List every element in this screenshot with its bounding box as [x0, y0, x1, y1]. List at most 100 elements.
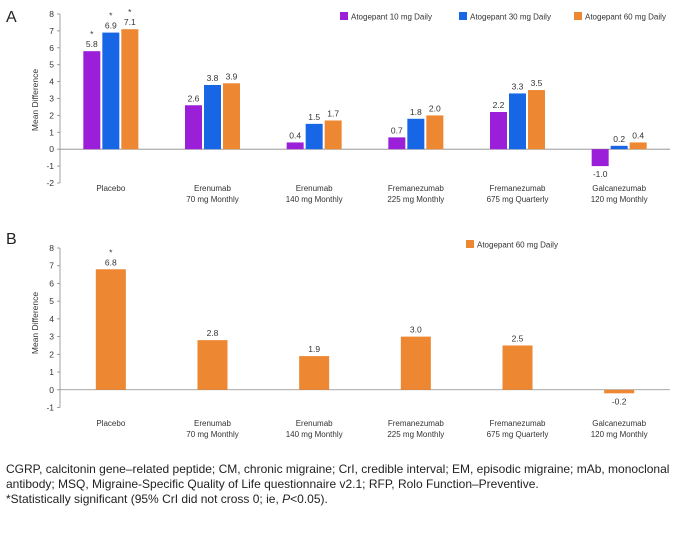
panel-b-y-tick-label: 0: [49, 385, 54, 395]
panel-a-bar: [305, 123, 323, 150]
panel-a-data-label: 3.9: [226, 71, 238, 81]
panel-a-data-label: 2.0: [429, 103, 441, 113]
panel-a-data-label: 0.4: [632, 130, 644, 140]
panel-b-bar: [400, 336, 431, 390]
panel-a-category-label: Fremanezumab: [388, 184, 445, 193]
panel-a-data-label: 2.2: [493, 100, 505, 110]
panel-b-y-tick-label: 1: [49, 367, 54, 377]
significance-note: *Statistically significant (95% CrI did …: [6, 492, 328, 506]
panel-a-y-tick-label: 1: [49, 127, 54, 137]
panel-a-bar: [610, 145, 628, 150]
panel-b-category-label: Placebo: [96, 419, 125, 428]
panel-b-data-label: 2.8: [207, 328, 219, 338]
panel-b-category-label: 225 mg Monthly: [387, 430, 444, 439]
panel-b-data-label: 1.9: [308, 344, 320, 354]
panel-a-y-tick-label: 5: [49, 60, 54, 70]
panel-a-category-label: 675 mg Quarterly: [487, 195, 549, 204]
panel-a-category-label: Placebo: [96, 184, 125, 193]
panel-a-significance-marker: *: [90, 29, 94, 39]
panel-b-category-label: Galcanezumab: [592, 419, 646, 428]
panel-a-category-label: Galcanezumab: [592, 184, 646, 193]
panel-a-bar: [324, 120, 342, 150]
panel-a-bar: [407, 118, 425, 150]
legend-label-30mg: Atogepant 30 mg Daily: [470, 13, 551, 22]
panel-a-data-label: 0.2: [613, 134, 625, 144]
panel-a-significance-marker: *: [128, 7, 132, 17]
panel-b-data-label: 6.8: [105, 257, 117, 267]
panel-b-data-label: -0.2: [612, 396, 627, 406]
panel-b-y-tick-label: -1: [46, 403, 54, 413]
panel-a-bar: [204, 84, 221, 150]
panel-a-bar: [223, 83, 240, 150]
panel-b-bar: [197, 340, 228, 390]
panel-b-y-tick-label: 4: [49, 314, 54, 324]
panel-a-bar: [102, 32, 120, 150]
panel-a-bar: [528, 90, 545, 150]
panel-a-data-label: 0.4: [289, 130, 301, 140]
legend-label-60mg-b: Atogepant 60 mg Daily: [477, 241, 558, 250]
panel-a-y-tick-label: 8: [49, 9, 54, 19]
panel-a-data-label: 1.8: [410, 107, 422, 117]
panel-a-bar: [490, 112, 507, 150]
panel-a-y-tick-label: 4: [49, 77, 54, 87]
legend-swatch-10mg: [340, 12, 348, 20]
panel-a-bar: [286, 142, 304, 150]
legend-swatch-60mg-b: [466, 240, 474, 248]
panel-a-data-label: 3.8: [207, 73, 219, 83]
panel-a-bar: [121, 29, 139, 150]
panel-a-chart: A Mean Difference Atogepant 10 mg Daily …: [6, 7, 670, 204]
panel-a-legend: Atogepant 10 mg Daily Atogepant 30 mg Da…: [340, 12, 666, 22]
panel-a-data-label: 1.7: [327, 108, 339, 118]
panel-b-bar: [502, 345, 533, 390]
panel-b-y-tick-label: 5: [49, 296, 54, 306]
panel-a-data-label: 2.6: [188, 93, 200, 103]
panel-a-category-label: Erenumab: [296, 184, 333, 193]
panel-a-data-label: 7.1: [124, 17, 136, 27]
panel-a-category-label: 70 mg Monthly: [186, 195, 238, 204]
panel-a-data-label: 1.5: [308, 112, 320, 122]
panel-b-category-label: Fremanezumab: [489, 419, 546, 428]
panel-b-legend: Atogepant 60 mg Daily: [466, 240, 558, 250]
panel-b-y-tick-label: 8: [49, 243, 54, 253]
panel-a-data-label: 6.9: [105, 21, 117, 31]
panel-b-y-tick-label: 3: [49, 332, 54, 342]
panel-b-data-label: 2.5: [512, 333, 524, 343]
abbreviations-note: CGRP, calcitonin gene–related peptide; C…: [6, 462, 670, 491]
panel-a-y-tick-label: 7: [49, 26, 54, 36]
panel-b-data-label: 3.0: [410, 325, 422, 335]
panel-a-y-tick-label: 3: [49, 94, 54, 104]
panel-a-data-label: 5.8: [86, 39, 98, 49]
panel-b-category-label: 140 mg Monthly: [286, 430, 343, 439]
panel-a-data-label: 0.7: [391, 125, 403, 135]
panel-a-category-label: 225 mg Monthly: [387, 195, 444, 204]
panel-b-y-axis-label: Mean Difference: [30, 292, 40, 354]
panel-a-y-tick-label: -2: [46, 178, 54, 188]
panel-b-y-tick-label: 2: [49, 349, 54, 359]
panel-b-category-label: 70 mg Monthly: [186, 430, 238, 439]
panel-b-category-label: Fremanezumab: [388, 419, 445, 428]
panel-b-bar: [299, 356, 330, 390]
legend-swatch-60mg: [574, 12, 582, 20]
panel-a-y-tick-label: 6: [49, 43, 54, 53]
panel-a-bar: [388, 137, 406, 150]
panel-a-significance-marker: *: [109, 11, 113, 21]
panel-b-category-label: Erenumab: [194, 419, 231, 428]
panel-a-data-label: 3.3: [512, 81, 524, 91]
panel-b-y-tick-label: 7: [49, 261, 54, 271]
panel-a-y-tick-label: 0: [49, 144, 54, 154]
panel-b-category-label: 120 mg Monthly: [591, 430, 648, 439]
panel-b-bar: [95, 269, 126, 390]
panel-a-bar: [83, 51, 101, 150]
panel-a-data-label: -1.0: [593, 169, 608, 179]
legend-label-60mg: Atogepant 60 mg Daily: [585, 13, 666, 22]
legend-swatch-30mg: [459, 12, 467, 20]
panel-a-y-axis-label: Mean Difference: [30, 69, 40, 131]
panel-a-y-tick-label: -1: [46, 161, 54, 171]
panel-b-chart: B Mean Difference Atogepant 60 mg Daily …: [6, 231, 670, 439]
footnote: CGRP, calcitonin gene–related peptide; C…: [6, 462, 678, 507]
legend-label-10mg: Atogepant 10 mg Daily: [351, 13, 432, 22]
panel-b-letter: B: [6, 231, 17, 248]
panel-a-bar: [426, 115, 444, 150]
panel-a-category-label: 140 mg Monthly: [286, 195, 343, 204]
panel-a-bar: [591, 149, 609, 167]
